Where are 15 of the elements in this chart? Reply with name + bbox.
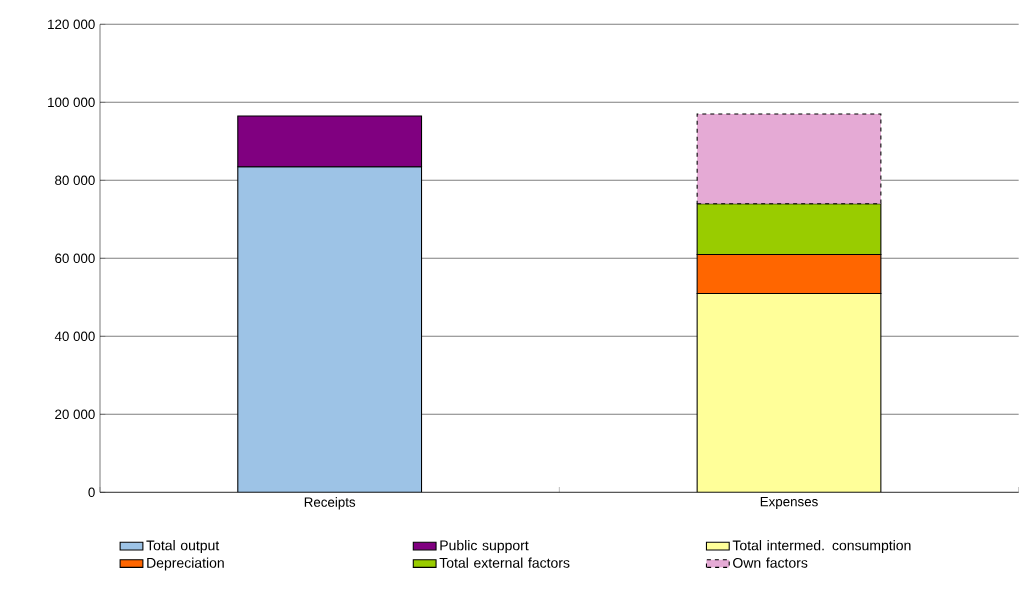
y-tick-label: 120 000 xyxy=(48,19,95,30)
y-tick-label: 0 xyxy=(88,487,95,498)
x-tick-label: Expenses xyxy=(760,497,818,509)
legend-label: Total output xyxy=(146,540,220,554)
y-tick-label: 80 000 xyxy=(55,175,95,186)
legend-label: Own factors xyxy=(733,557,808,568)
y-tick-label: 60 000 xyxy=(55,253,95,264)
legend-label: Total external factors xyxy=(439,557,570,568)
x-tick-label: Receipts xyxy=(304,497,356,510)
legend-label: Public support xyxy=(440,540,529,554)
y-tick-label: 100 000 xyxy=(48,97,95,108)
y-tick-label: 20 000 xyxy=(55,409,95,420)
y-tick-label: 40 000 xyxy=(54,331,95,342)
legend-label: Total intermed. consumption xyxy=(732,540,911,554)
legend-label: Depreciation xyxy=(147,557,224,571)
